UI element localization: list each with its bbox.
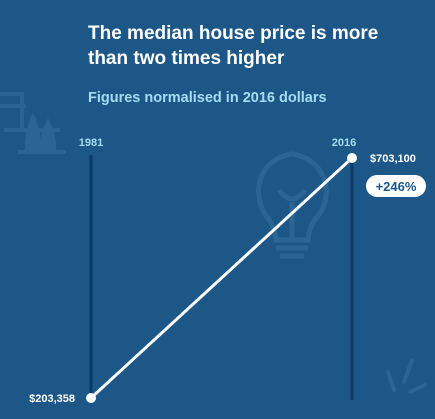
chart-title: The median house price is more than two … (88, 23, 379, 69)
value-label-2016: $703,100 (370, 153, 416, 165)
year-label-1981: 1981 (79, 137, 103, 149)
value-label-1981: $203,358 (29, 393, 75, 405)
sparkle-icon (386, 358, 427, 394)
tree-icons (18, 112, 66, 154)
data-point-1981 (86, 393, 96, 403)
change-badge (366, 175, 426, 197)
change-badge-label: +246% (376, 179, 417, 194)
data-point-2016 (347, 153, 357, 163)
year-label-2016: 2016 (332, 137, 356, 149)
chart-subtitle: Figures normalised in 2016 dollars (88, 90, 327, 106)
lightbulb-icon (256, 151, 329, 259)
series-line (89, 156, 354, 400)
